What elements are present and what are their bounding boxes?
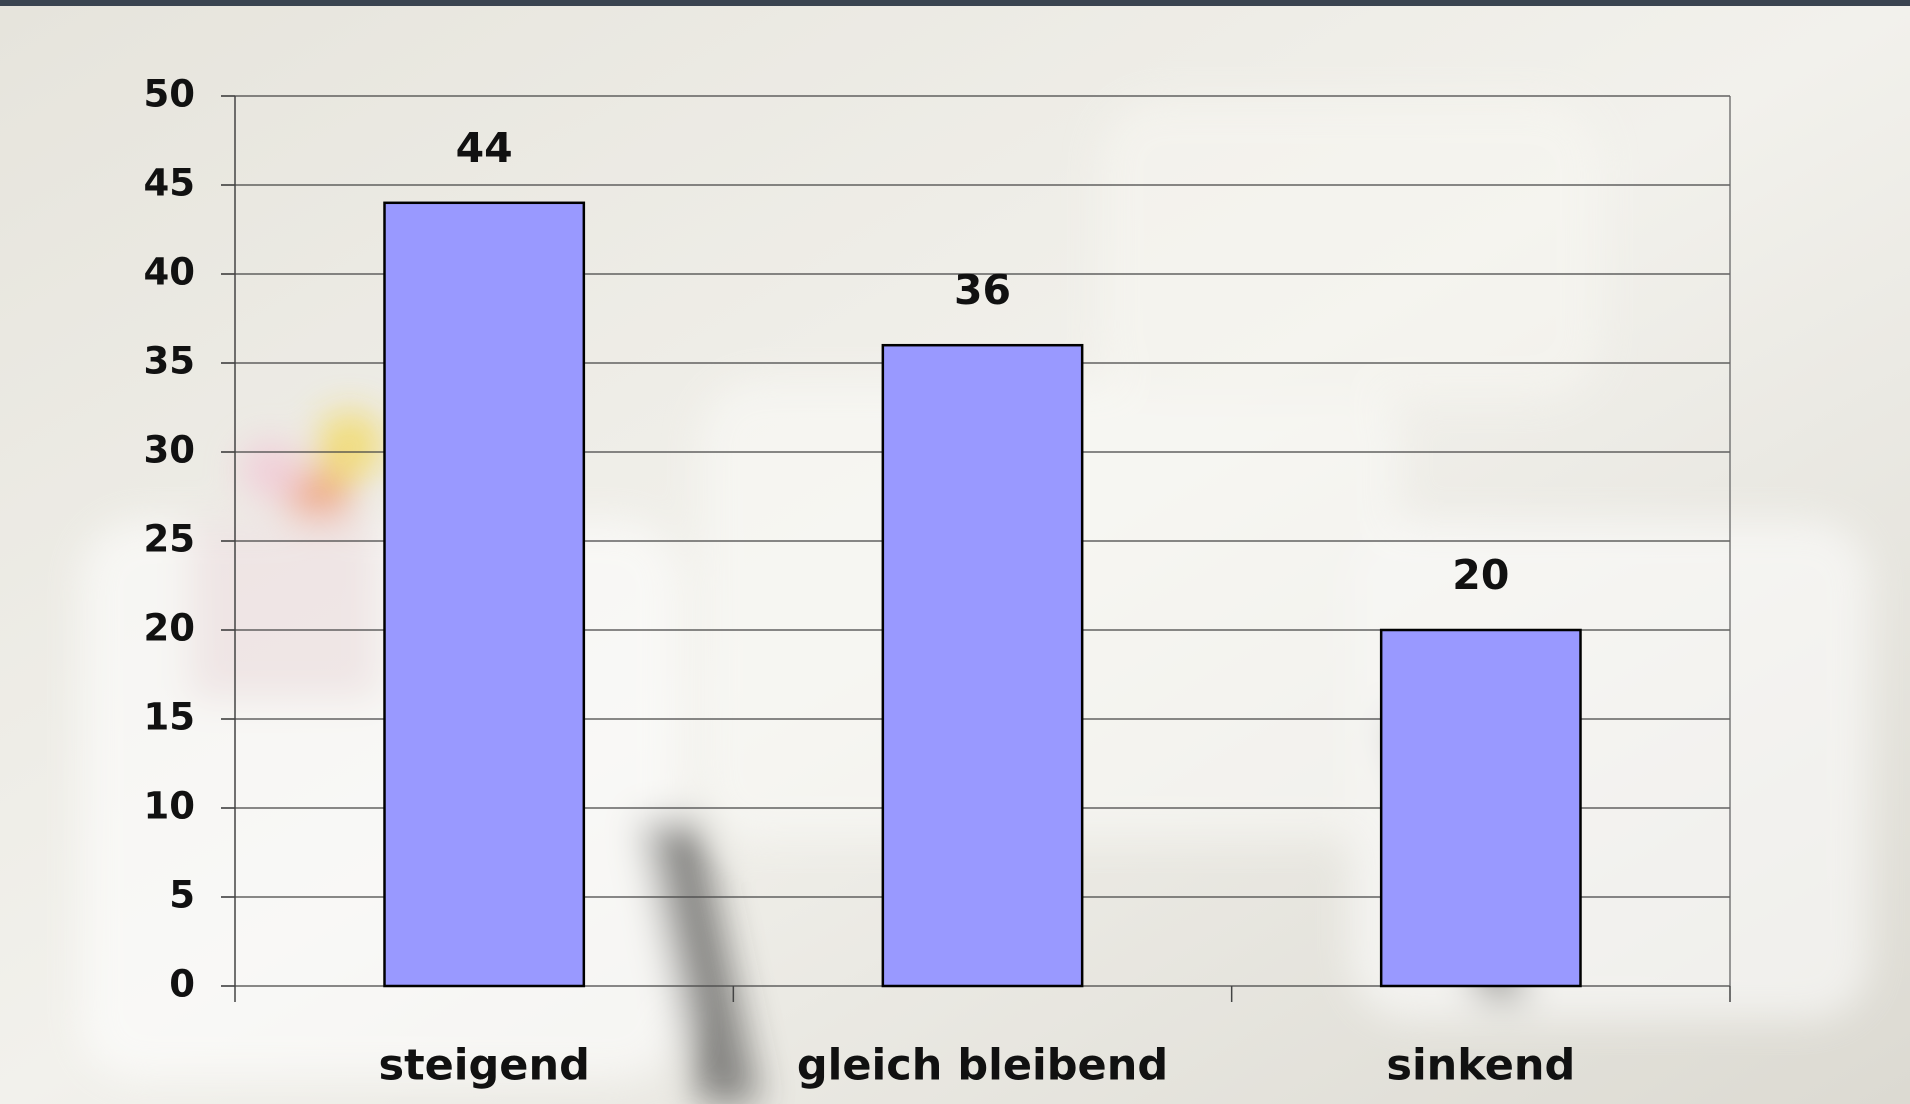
data-label: 20 — [1452, 551, 1509, 599]
y-tick-label: 20 — [144, 607, 196, 650]
data-label: 44 — [456, 124, 513, 172]
plot-area: 0 5 10 15 20 25 30 35 40 45 50 steigend 44 gleich ble… — [144, 73, 1731, 1091]
x-tick-label: gleich bleibend — [797, 1041, 1168, 1091]
x-tick-label: steigend — [378, 1041, 589, 1091]
y-tick-label: 10 — [144, 785, 196, 828]
y-tick-label: 50 — [144, 73, 196, 116]
y-tick-label: 5 — [169, 874, 195, 917]
bar — [1379, 628, 1582, 988]
y-tick-label: 15 — [144, 696, 196, 739]
bar — [383, 201, 586, 988]
y-tick-label: 25 — [144, 518, 196, 561]
y-tick-label: 0 — [169, 963, 195, 1006]
top-bar — [0, 0, 1910, 6]
y-tick-label: 40 — [144, 251, 196, 294]
y-tick-label: 30 — [144, 429, 196, 472]
y-tick-label: 45 — [144, 162, 196, 205]
x-tick-label: sinkend — [1386, 1041, 1575, 1091]
bar — [881, 343, 1084, 988]
y-tick-label: 35 — [144, 340, 196, 383]
data-label: 36 — [954, 266, 1011, 314]
